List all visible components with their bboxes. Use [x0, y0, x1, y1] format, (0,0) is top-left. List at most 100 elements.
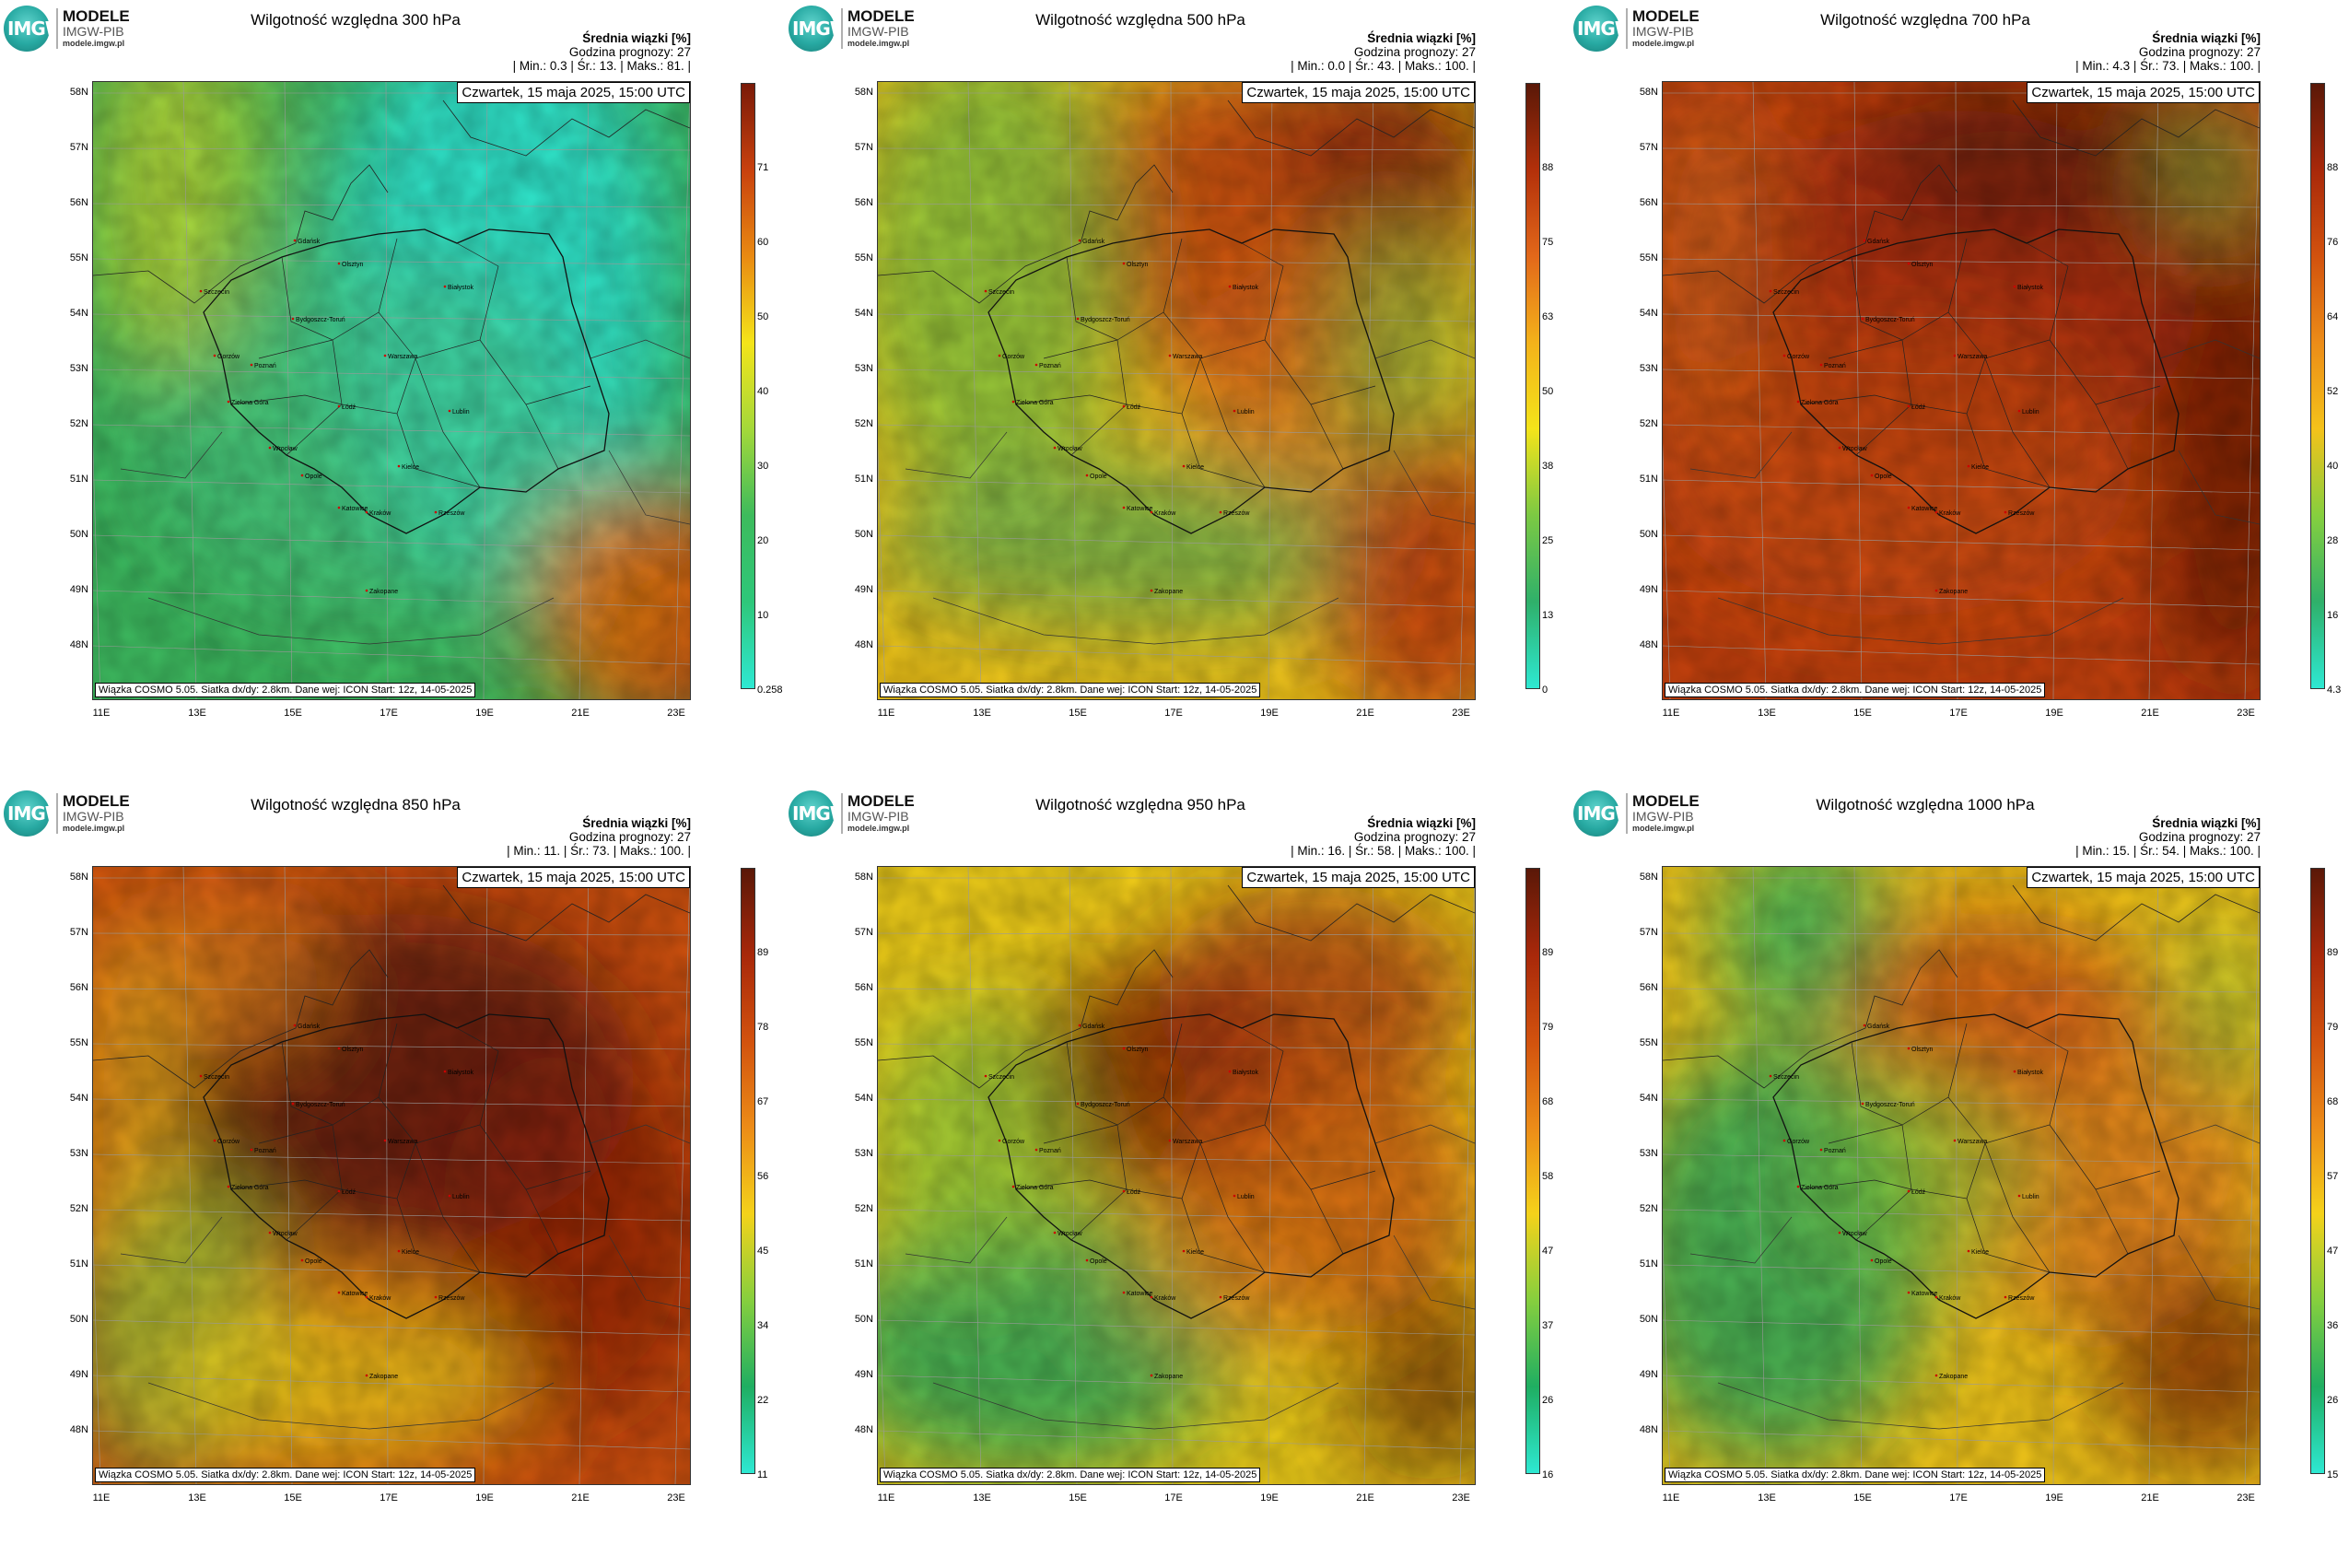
city-label: Olsztyn: [1911, 1047, 1933, 1053]
city-marker: [1122, 506, 1126, 509]
poland-border: [203, 1013, 610, 1319]
latitude-gridline: [93, 932, 690, 936]
longitude-gridline: [385, 82, 389, 699]
latitude-gridline: [878, 1319, 1475, 1336]
voivodeship-border: [1310, 1170, 1376, 1190]
latitude-label: 51N: [69, 1258, 88, 1270]
longitude-label: 19E: [2045, 708, 2063, 719]
city-label: Gorzów: [1002, 1139, 1025, 1145]
voivodeship-border: [230, 1179, 343, 1190]
latitude-gridline: [878, 147, 1475, 151]
city-label: Rzeszów: [438, 1295, 465, 1302]
color-scale-tick: 89: [757, 947, 769, 958]
city-marker: [1085, 474, 1089, 477]
city-marker: [268, 446, 272, 450]
latitude-label: 58N: [854, 87, 873, 98]
color-scale-tick: 10: [757, 610, 769, 621]
map-area: Gdańsk Olsztyn Szczecin Bydgoszcz-Toruń Biał…: [92, 866, 691, 1485]
latitude-label: 55N: [1639, 1037, 1658, 1048]
latitude-gridline: [1663, 1098, 2260, 1107]
city-marker: [1769, 1074, 1772, 1078]
latitude-gridline: [93, 369, 690, 380]
latitude-label: 51N: [854, 474, 873, 485]
city-label: Łódź: [1911, 404, 1926, 411]
logo-divider: [1626, 793, 1628, 834]
longitude-label: 19E: [475, 708, 494, 719]
voivodeship-border: [1116, 1124, 1201, 1199]
longitude-gridline: [182, 867, 197, 1484]
model-info-label: Wiązka COSMO 5.05. Siatka dx/dy: 2.8km. …: [880, 1468, 1261, 1482]
longitude-gridline: [674, 867, 690, 1484]
city-marker: [383, 1139, 387, 1142]
city-label: Zielona Góra: [1801, 1185, 1839, 1191]
voivodeship-border: [332, 1124, 416, 1199]
voivodeship-border: [1181, 1198, 1266, 1273]
voivodeship-border: [415, 357, 481, 488]
poland-border: [1772, 1013, 2180, 1319]
city-marker: [227, 400, 230, 404]
longitude-label: 17E: [380, 708, 398, 719]
longitude-gridline: [1268, 82, 1273, 699]
city-label: Olsztyn: [1127, 1047, 1148, 1053]
coastline: [93, 884, 690, 1089]
city-label: Wrocław: [1058, 446, 1083, 452]
field-texture: [1663, 867, 2260, 1484]
city-marker: [1934, 510, 1938, 514]
color-scale-tick: 20: [757, 535, 769, 546]
city-label: Olsztyn: [1911, 262, 1933, 268]
city-label: Kraków: [1939, 1295, 1961, 1302]
units-label: Średnia wiązki [%]: [1367, 31, 1476, 45]
logo-divider: [841, 793, 843, 834]
city-label: Łódź: [1127, 1189, 1141, 1196]
longitude-label: 13E: [1758, 708, 1776, 719]
city-marker: [365, 1374, 368, 1377]
latitude-label: 58N: [1639, 87, 1658, 98]
longitude-label: 17E: [1164, 1492, 1183, 1504]
voivodeship-border: [396, 413, 481, 488]
city-label: Gorzów: [1002, 354, 1025, 360]
longitude-label: 13E: [188, 708, 206, 719]
latitude-label: 57N: [69, 927, 88, 938]
logo-mark: IMGW: [792, 18, 850, 40]
city-marker: [365, 589, 368, 592]
color-scale-tick: 22: [757, 1395, 769, 1406]
latitude-gridline: [93, 1153, 690, 1164]
voivodeship-border: [1901, 1124, 1986, 1199]
logo-mark: IMGW: [1577, 18, 1635, 40]
city-marker: [998, 1139, 1001, 1142]
city-label: Gorzów: [1787, 1139, 1810, 1145]
city-marker: [1034, 363, 1038, 367]
longitude-gridline: [2148, 867, 2159, 1484]
latitude-gridline: [93, 1319, 690, 1336]
longitude-label: 13E: [973, 708, 991, 719]
longitude-gridline: [93, 442, 101, 699]
city-label: Kielce: [402, 464, 419, 471]
latitude-gridline: [93, 1209, 690, 1222]
city-marker: [250, 363, 253, 367]
city-marker: [1122, 1291, 1126, 1294]
city-label: Białystok: [2017, 285, 2044, 291]
longitude-gridline: [1752, 82, 1767, 699]
longitude-label: 13E: [188, 1492, 206, 1504]
latitude-label: 56N: [854, 982, 873, 993]
latitude-label: 55N: [854, 252, 873, 263]
voivodeship-border: [258, 339, 333, 359]
imgw-logo: IMGW MODELE IMGW-PIB modele.imgw.pl: [1573, 6, 1721, 52]
latitude-label: 52N: [854, 418, 873, 429]
neighbour-borders: [1689, 339, 2260, 645]
voivodeship-border: [286, 404, 343, 456]
humidity-field: Gdańsk Olsztyn Szczecin Bydgoszcz-Toruń Biał…: [878, 867, 1475, 1484]
city-marker: [337, 262, 341, 265]
voivodeship-border: [1015, 394, 1128, 405]
longitude-gridline: [2052, 867, 2058, 1484]
city-marker: [2017, 409, 2021, 413]
city-label: Poznań: [1039, 363, 1061, 369]
latitude-gridline: [878, 932, 1475, 936]
city-label: Poznań: [254, 1148, 276, 1154]
latitude-label: 55N: [69, 252, 88, 263]
latitude-label: 54N: [1639, 308, 1658, 319]
latitude-gridline: [93, 1098, 690, 1107]
city-marker: [1967, 1249, 1970, 1253]
latitude-gridline: [1663, 645, 2260, 665]
latitude-gridline: [93, 645, 690, 665]
